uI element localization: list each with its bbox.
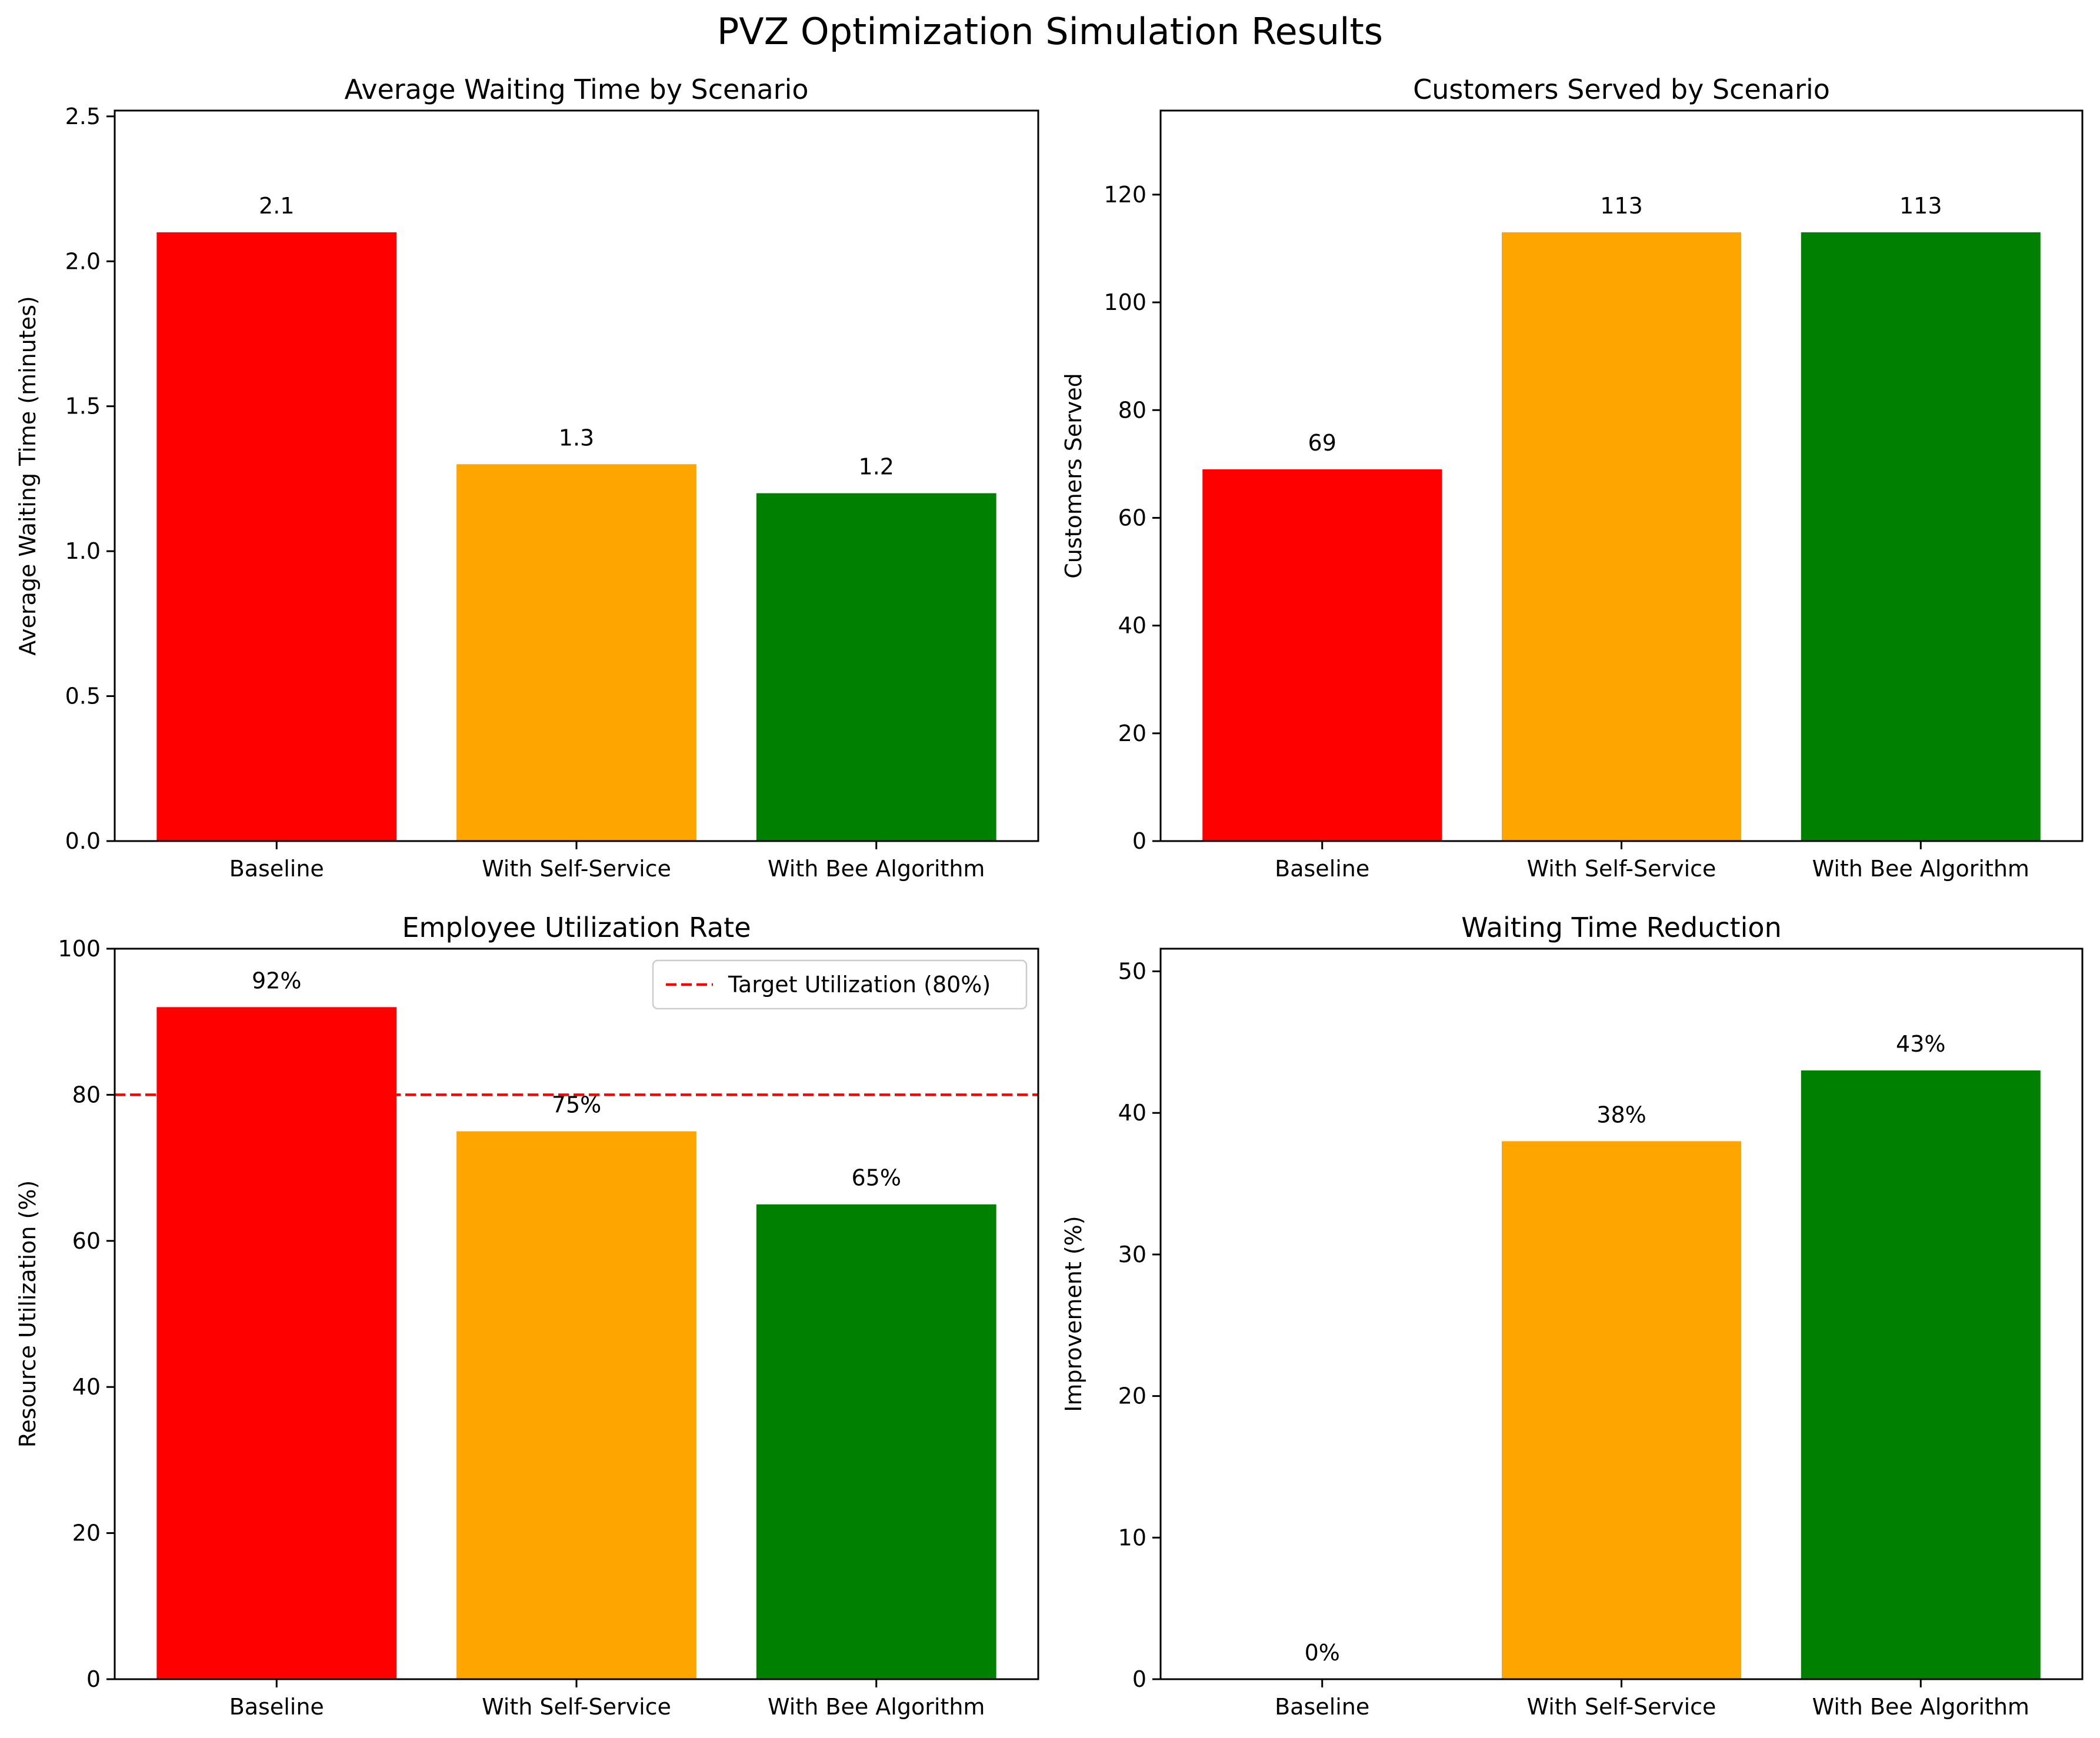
- bar-baseline: [156, 232, 397, 841]
- subplot-title: Average Waiting Time by Scenario: [344, 74, 808, 105]
- bar-with-self-service: [456, 464, 696, 841]
- bar-with-self-service: [456, 1131, 696, 1679]
- data-label: 65%: [852, 1165, 901, 1191]
- y-tick-label: 2.0: [65, 248, 101, 274]
- bar-with-bee-algorithm: [756, 493, 996, 841]
- data-label: 113: [1600, 193, 1643, 219]
- x-tick-label: With Bee Algorithm: [768, 856, 985, 882]
- data-label: 43%: [1896, 1031, 1945, 1057]
- y-tick-label: 20: [72, 1520, 101, 1546]
- y-tick-label: 60: [1118, 505, 1146, 531]
- subplot-3: 92% 75% 65% 0 20 40 60 80 100 Baseline With Self-S…: [15, 912, 1039, 1720]
- bar-with-bee-algorithm: [1801, 232, 2041, 841]
- bar-baseline: [156, 1007, 397, 1679]
- bar-with-bee-algorithm: [756, 1204, 996, 1679]
- y-tick-label: 2.5: [65, 104, 101, 129]
- x-tick-label: With Self-Service: [482, 1694, 671, 1720]
- data-label: 2.1: [259, 193, 294, 219]
- legend: Target Utilization (80%): [652, 959, 1028, 1010]
- subplot-title: Waiting Time Reduction: [1461, 912, 1781, 943]
- subplot-1: 2.1 1.3 1.2 0.0 0.5 1.0 1.5 2.0 2.5 Baseline With …: [15, 74, 1039, 882]
- y-tick-label: 10: [1118, 1524, 1146, 1550]
- y-tick-label: 1.0: [65, 538, 101, 564]
- subplot-2: 69 113 113 0 20 40 60 80 100 120 Baseline With Self…: [1061, 74, 2084, 882]
- legend-box: [652, 959, 1028, 1010]
- bar-with-self-service: [1501, 232, 1742, 841]
- y-tick-label: 100: [58, 936, 101, 962]
- y-axis-label: Average Waiting Time (minutes): [15, 296, 41, 655]
- y-tick-label: 20: [1118, 720, 1146, 746]
- data-label: 38%: [1596, 1102, 1646, 1127]
- y-tick-label: 40: [1118, 1100, 1146, 1126]
- bar-with-self-service: [1501, 1141, 1742, 1679]
- y-tick-label: 20: [1118, 1383, 1146, 1409]
- y-tick-label: 0: [1132, 828, 1146, 854]
- legend-label: Target Utilization (80%): [728, 972, 991, 998]
- y-tick-label: 30: [1118, 1242, 1146, 1267]
- y-tick-label: 100: [1104, 289, 1146, 315]
- bar-baseline: [1202, 469, 1442, 841]
- y-tick-label: 60: [72, 1228, 101, 1254]
- subplots: 2.1 1.3 1.2 0.0 0.5 1.0 1.5 2.0 2.5 Baseline With …: [15, 74, 2084, 1720]
- y-tick-label: 50: [1118, 959, 1146, 985]
- bar-with-bee-algorithm: [1801, 1070, 2041, 1679]
- y-axis-label: Customers Served: [1061, 373, 1086, 579]
- y-tick-label: 1.5: [65, 393, 101, 419]
- x-tick-label: With Self-Service: [482, 856, 671, 882]
- y-tick-label: 0: [86, 1666, 101, 1692]
- data-label: 0%: [1305, 1640, 1340, 1666]
- y-axis-label: Improvement (%): [1061, 1216, 1086, 1412]
- x-tick-label: With Self-Service: [1527, 1694, 1716, 1720]
- data-label: 92%: [252, 968, 301, 993]
- data-label: 1.3: [559, 425, 594, 451]
- data-label: 113: [1899, 193, 1942, 219]
- subplot-4: 0% 38% 43% 0 10 20 30 40 50 Baseline With Self-Ser…: [1061, 912, 2084, 1720]
- y-tick-label: 0.5: [65, 683, 101, 709]
- data-label: 69: [1308, 430, 1336, 456]
- y-tick-label: 40: [72, 1374, 101, 1400]
- x-tick-label: Baseline: [229, 1694, 324, 1720]
- subplot-title: Customers Served by Scenario: [1413, 74, 1830, 105]
- y-tick-label: 120: [1104, 182, 1146, 208]
- x-tick-label: With Bee Algorithm: [1812, 856, 2029, 882]
- y-tick-label: 0.0: [65, 828, 101, 854]
- y-tick-label: 40: [1118, 613, 1146, 639]
- subplot-title: Employee Utilization Rate: [402, 912, 751, 943]
- x-tick-label: Baseline: [1275, 856, 1369, 882]
- y-axis-label: Resource Utilization (%): [15, 1180, 41, 1448]
- y-tick-label: 80: [72, 1082, 101, 1107]
- y-tick-label: 80: [1118, 397, 1146, 423]
- x-tick-label: With Self-Service: [1527, 856, 1716, 882]
- x-tick-label: With Bee Algorithm: [768, 1694, 985, 1720]
- data-label: 75%: [552, 1092, 601, 1118]
- x-tick-label: With Bee Algorithm: [1812, 1694, 2029, 1720]
- figure-title: PVZ Optimization Simulation Results: [717, 10, 1383, 53]
- y-tick-label: 0: [1132, 1666, 1146, 1692]
- data-label: 1.2: [859, 454, 894, 480]
- x-tick-label: Baseline: [1275, 1694, 1369, 1720]
- x-tick-label: Baseline: [229, 856, 324, 882]
